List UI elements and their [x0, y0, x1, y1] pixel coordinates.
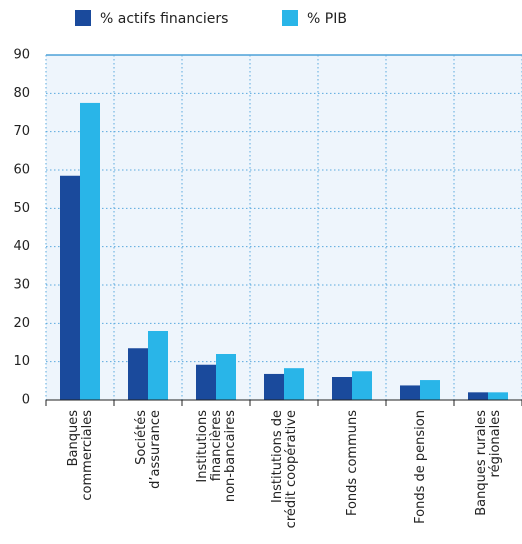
- y-tick-label: 60: [13, 163, 30, 178]
- bar: [352, 371, 372, 400]
- bar: [468, 392, 488, 400]
- x-tick-label: Fonds de pension: [413, 410, 428, 524]
- x-tick-label: Institutions decrédit coopérative: [270, 410, 299, 528]
- bar: [332, 377, 352, 400]
- plot-background: [46, 55, 522, 400]
- legend-swatch: [75, 10, 91, 26]
- bar: [128, 348, 148, 400]
- legend-swatch: [282, 10, 298, 26]
- bar: [264, 373, 284, 400]
- bar: [196, 364, 216, 400]
- y-tick-label: 20: [13, 316, 30, 331]
- legend-label: % actifs financiers: [100, 11, 228, 27]
- bar: [284, 368, 304, 400]
- y-tick-label: 50: [13, 201, 30, 216]
- y-tick-label: 70: [13, 124, 30, 139]
- x-tick-label: Banquescommerciales: [66, 410, 95, 501]
- bar: [400, 385, 420, 400]
- bar: [420, 380, 440, 400]
- bar: [216, 354, 236, 400]
- legend-label: % PIB: [307, 11, 347, 27]
- x-tick-label: Institutionsfinancièresnon-bancaires: [195, 410, 238, 502]
- bar: [488, 392, 508, 400]
- bar: [60, 175, 80, 400]
- y-tick-label: 80: [13, 86, 30, 101]
- bar: [148, 331, 168, 400]
- x-tick-label: Fonds communs: [345, 410, 360, 516]
- bar: [80, 102, 100, 401]
- x-tick-label: Sociétésd’assurance: [134, 410, 163, 489]
- y-tick-label: 30: [13, 278, 30, 293]
- y-tick-label: 0: [22, 393, 30, 408]
- y-tick-label: 40: [13, 239, 30, 254]
- x-tick-label: Banques ruralesrégionales: [474, 410, 503, 516]
- y-tick-label: 90: [13, 48, 30, 63]
- y-tick-label: 10: [13, 354, 30, 369]
